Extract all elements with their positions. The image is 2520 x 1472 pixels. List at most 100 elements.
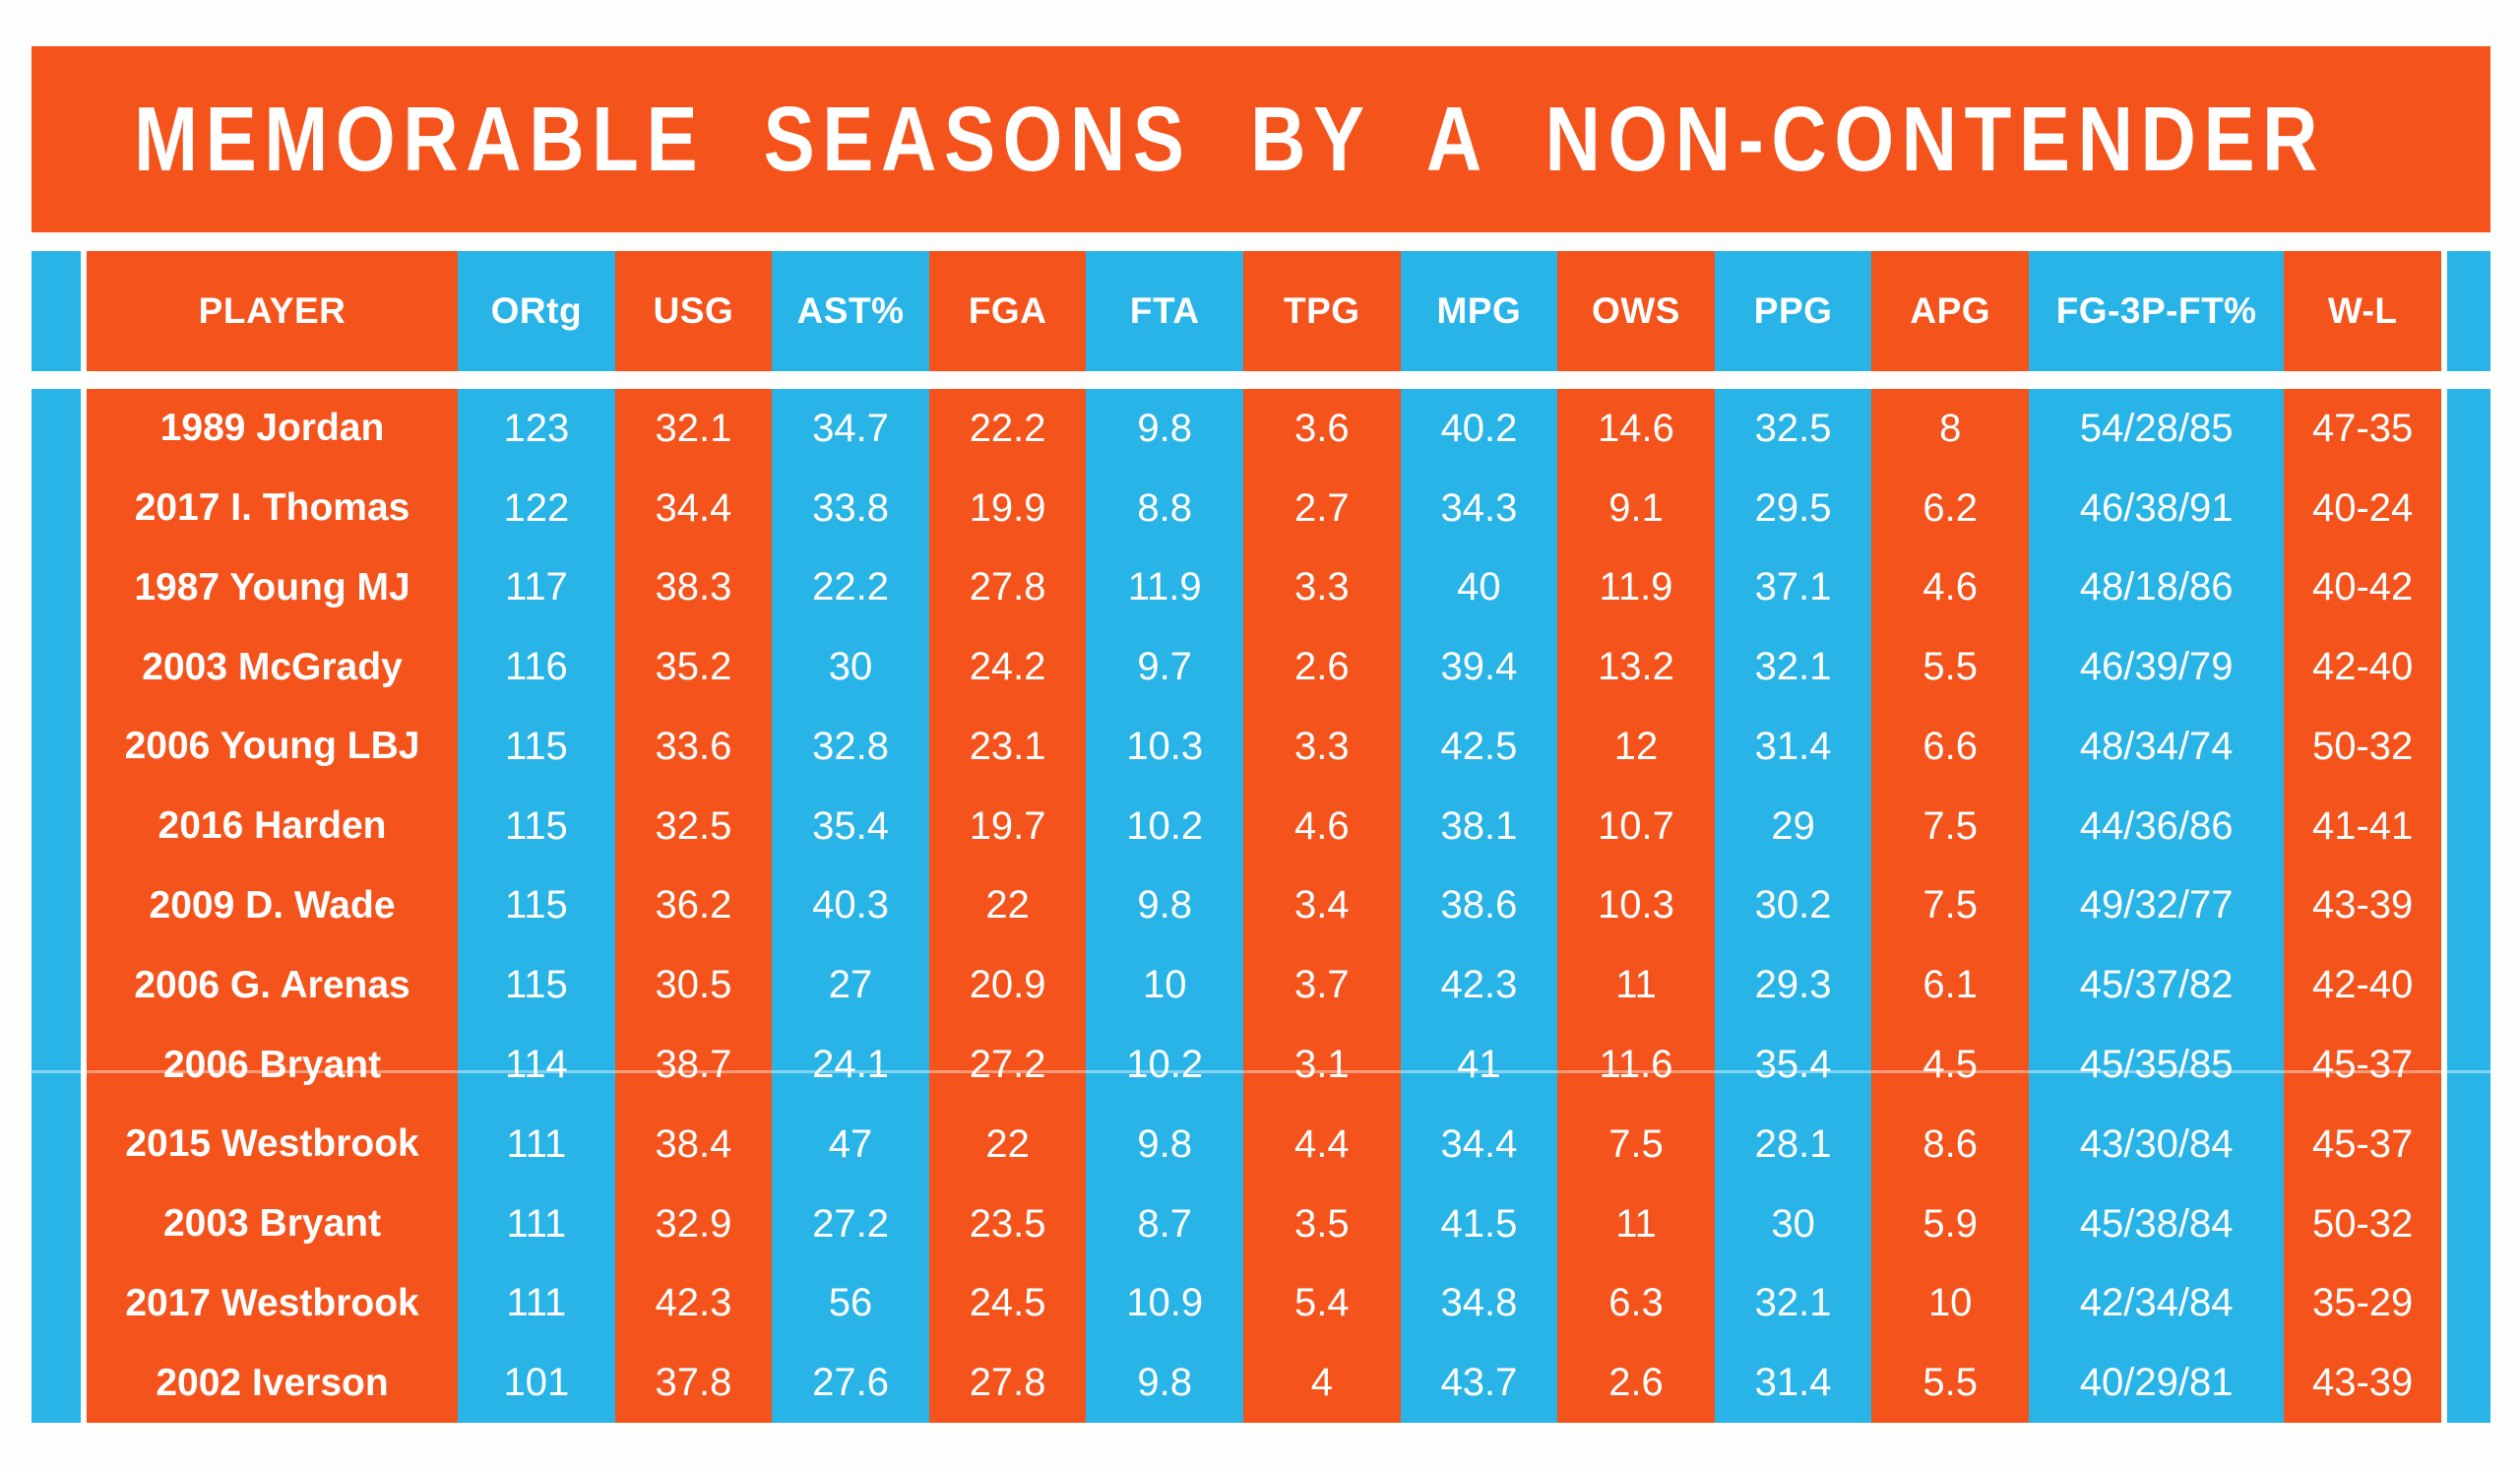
- stat-cell: 22: [985, 883, 1030, 928]
- stat-cell: 41-41: [2311, 803, 2414, 848]
- stat-cell: 5.4: [1294, 1281, 1350, 1325]
- table-column: 32.5 29.5 37.1 32.1 31.4 29 30.2 29.3 35.4 28.1 30…: [1714, 389, 1872, 1423]
- stat-cell: 34.4: [1440, 1121, 1518, 1166]
- stat-cell: 39.4: [1440, 645, 1518, 689]
- table-column: 14.6 9.1 11.9 13.2 12 10.7 10.3 11 11.6 7.5 11 6.3 2…: [1557, 389, 1715, 1423]
- stat-cell: 56: [828, 1281, 873, 1325]
- stat-cell: 9.8: [1137, 1361, 1193, 1405]
- stat-cell: 27.8: [969, 565, 1046, 609]
- column-header: FG-3P-FT%: [2028, 251, 2285, 371]
- table-column: 40.2 34.3 40 39.4 42.5 38.1 38.6 42.3 41 34.4 41.5…: [1400, 389, 1558, 1423]
- stat-cell: 2.6: [1608, 1361, 1664, 1405]
- stat-cell: 24.2: [969, 645, 1046, 689]
- stat-cell: 22.2: [812, 565, 889, 609]
- stat-cell: 3.6: [1294, 406, 1350, 450]
- stat-cell: 5.5: [1922, 645, 1978, 689]
- stat-cell: 10.3: [1598, 883, 1674, 928]
- stat-cell: 40.3: [812, 883, 889, 928]
- stat-cell: 50-32: [2311, 1201, 2414, 1246]
- stat-cell: 9.1: [1608, 485, 1664, 530]
- stat-cell: 48/18/86: [2079, 565, 2234, 609]
- stat-cell: 13.2: [1598, 645, 1674, 689]
- stat-cell: 50-32: [2311, 724, 2414, 768]
- stat-cell: 54/28/85: [2079, 406, 2234, 450]
- stat-cell: 8.7: [1137, 1201, 1193, 1246]
- stat-cell: 32.5: [655, 803, 732, 848]
- stat-cell: 38.6: [1440, 883, 1518, 928]
- stat-cell: 27.2: [969, 1043, 1046, 1086]
- stat-cell: 9.8: [1137, 883, 1193, 928]
- stat-cell: 42.5: [1440, 724, 1518, 768]
- stat-cell: 34.7: [812, 406, 889, 450]
- column-header: W-L: [2284, 251, 2441, 371]
- stat-cell: 2.6: [1294, 645, 1350, 689]
- stat-cell: 115: [504, 724, 568, 768]
- page-title: MEMORABLE SEASONS BY A NON-CONTENDER: [134, 88, 2326, 190]
- player-cell: 2017 Westbrook: [125, 1281, 419, 1324]
- stat-cell: 22: [985, 1121, 1030, 1166]
- table-column: 32.1 34.4 38.3 35.2 33.6 32.5 36.2 30.5 38.7 38.4…: [614, 389, 773, 1423]
- stat-cell: 29.3: [1754, 963, 1832, 1007]
- stat-cell: 46/38/91: [2079, 485, 2234, 530]
- stat-cell: 10.2: [1126, 1043, 1204, 1086]
- stat-cell: 47-35: [2311, 406, 2414, 450]
- stat-cell: 38.3: [655, 565, 732, 609]
- table-column: 3.6 2.7 3.3 2.6 3.3 4.6 3.4 3.7 3.1 4.4 3.5 5.4 4: [1243, 389, 1401, 1423]
- stat-cell: 24.5: [969, 1281, 1046, 1325]
- stat-cell: 4: [1310, 1361, 1333, 1405]
- stat-cell: 38.4: [655, 1121, 732, 1166]
- stat-cell: 27: [828, 963, 873, 1007]
- player-cell: 1989 Jordan: [159, 407, 385, 450]
- stat-cell: 6.6: [1922, 724, 1978, 768]
- column-header: AST%: [772, 251, 929, 371]
- stat-cell: 101: [503, 1361, 570, 1405]
- stat-cell: 28.1: [1754, 1121, 1832, 1166]
- stat-cell: 30: [1771, 1201, 1815, 1246]
- stat-cell: 10.9: [1126, 1281, 1204, 1325]
- stat-cell: 33.6: [655, 724, 732, 768]
- stat-cell: 117: [504, 565, 568, 609]
- stat-cell: 45/35/85: [2079, 1043, 2234, 1086]
- player-cell: 2009 D. Wade: [149, 883, 396, 927]
- stat-cell: 29: [1771, 803, 1815, 848]
- stat-cell: 47: [828, 1121, 873, 1166]
- stat-cell: 20.9: [969, 963, 1046, 1007]
- table-column: 8 6.2 4.6 5.5 6.6 7.5 7.5 6.1 4.5 8.6 5.9 10 5.5: [1871, 389, 2029, 1423]
- stat-cell: 9.8: [1137, 406, 1193, 450]
- stat-cell: 4.6: [1922, 565, 1978, 609]
- stat-cell: 8.8: [1137, 485, 1193, 530]
- stat-cell: 3.4: [1294, 883, 1350, 928]
- stat-cell: 30: [828, 645, 873, 689]
- stat-cell: 6.3: [1608, 1281, 1664, 1325]
- stat-cell: 4.6: [1294, 803, 1350, 848]
- stat-cell: 11: [1615, 1201, 1657, 1246]
- stat-cell: 114: [504, 1043, 568, 1086]
- stat-cell: 37.1: [1754, 565, 1832, 609]
- stat-cell: 40/29/81: [2079, 1361, 2234, 1405]
- stat-cell: 42.3: [1440, 963, 1518, 1007]
- column-header: PLAYER: [87, 251, 459, 371]
- stat-cell: 8.6: [1922, 1121, 1978, 1166]
- stat-cell: 27.8: [969, 1361, 1046, 1405]
- stat-cell: 3.5: [1294, 1201, 1350, 1246]
- stat-cell: 41: [1457, 1043, 1501, 1086]
- stat-cell: 111: [506, 1201, 567, 1246]
- stat-cell: 40-42: [2311, 565, 2414, 609]
- stat-cell: 11.9: [1599, 565, 1673, 609]
- title-bar: MEMORABLE SEASONS BY A NON-CONTENDER: [32, 46, 2490, 232]
- stat-cell: 43/30/84: [2079, 1121, 2234, 1166]
- stat-cell: 34.4: [655, 485, 732, 530]
- stat-cell: 42/34/84: [2079, 1281, 2234, 1325]
- stat-cell: 3.3: [1294, 565, 1350, 609]
- column-header: USG: [614, 251, 773, 371]
- stat-cell: 22.2: [969, 406, 1046, 450]
- stat-cell: 116: [504, 645, 568, 689]
- stat-cell: 115: [504, 883, 568, 928]
- stat-cell: 35.4: [1754, 1043, 1832, 1086]
- stat-cell: 42-40: [2311, 645, 2414, 689]
- player-cell: 2006 Bryant: [162, 1043, 382, 1086]
- stat-cell: 24.1: [812, 1043, 889, 1086]
- stat-cell: 34.3: [1440, 485, 1518, 530]
- player-cell: 1987 Young MJ: [134, 565, 410, 608]
